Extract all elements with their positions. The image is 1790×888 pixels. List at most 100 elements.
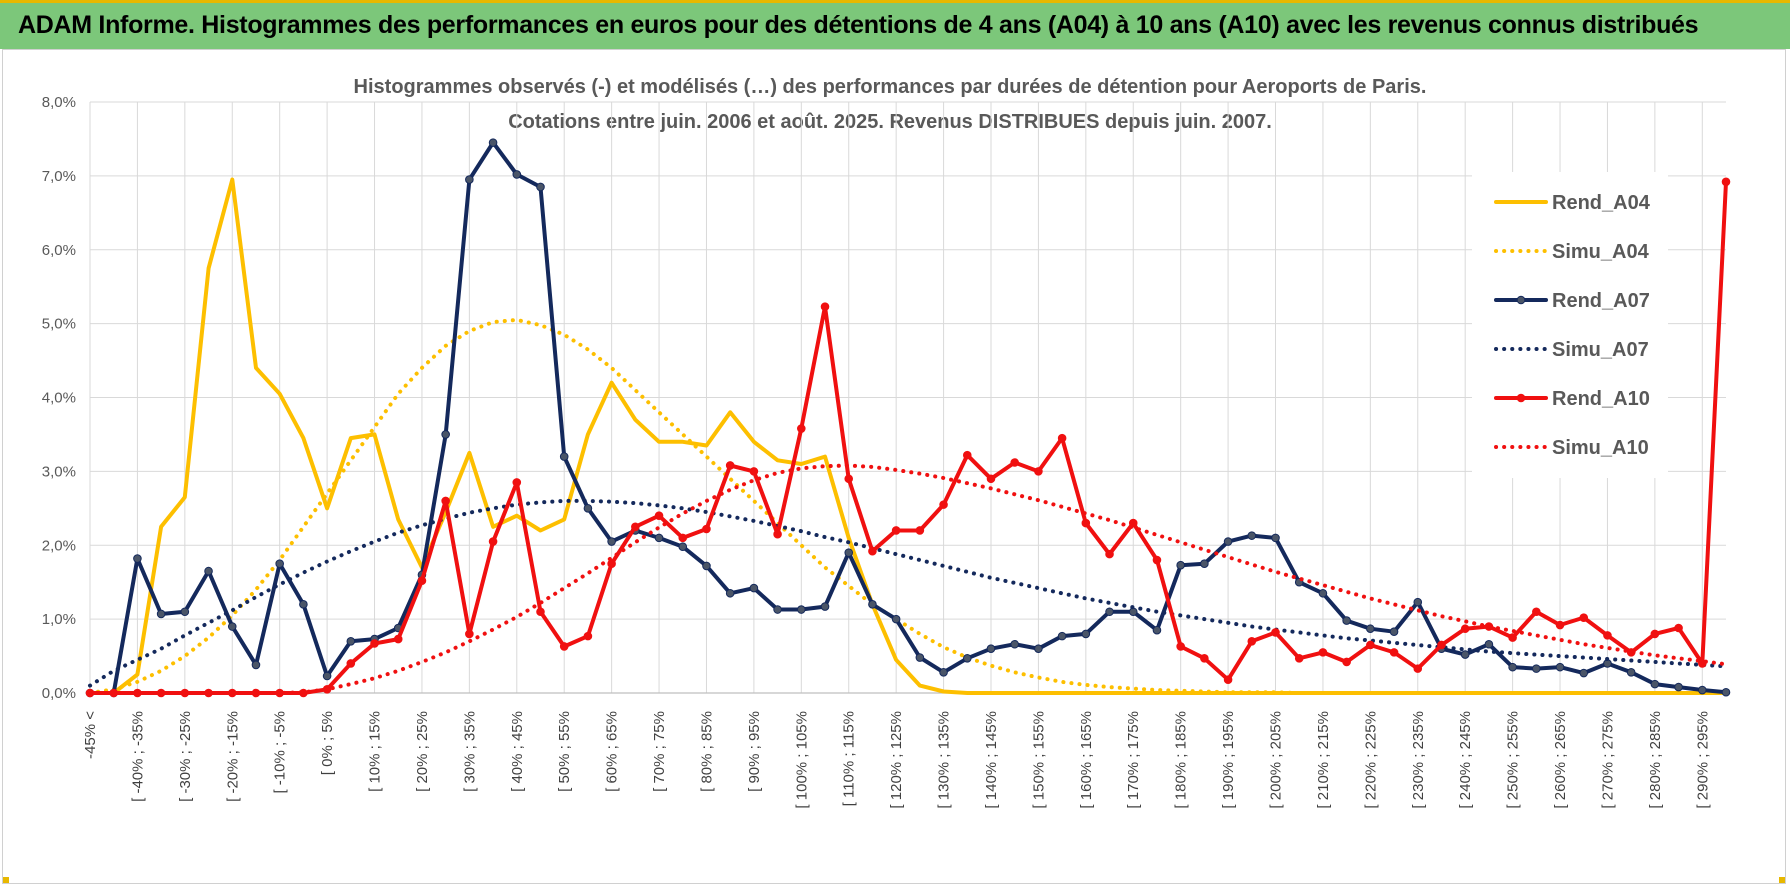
point-rend-a07 — [702, 561, 711, 571]
point-rend-a07 — [1318, 588, 1328, 598]
point-rend-a07 — [1176, 560, 1185, 570]
point-rend-a10 — [891, 526, 901, 535]
point-rend-a07 — [844, 548, 854, 557]
point-rend-a10 — [1176, 642, 1185, 651]
point-rend-a07 — [322, 671, 332, 681]
point-rend-a07 — [133, 554, 142, 563]
point-rend-a07 — [1532, 664, 1541, 673]
point-rend-a07 — [1057, 631, 1067, 641]
point-rend-a10 — [749, 467, 759, 476]
x-tick-label: [ 280% ; 285% — [1647, 711, 1664, 809]
legend-label: Rend_A10 — [1552, 388, 1650, 410]
point-rend-a10 — [1603, 631, 1612, 640]
point-rend-a10 — [962, 450, 972, 460]
series-line-rend-a07 — [88, 140, 1728, 695]
point-rend-a07 — [156, 609, 166, 619]
legend-marker — [1516, 393, 1526, 403]
point-rend-a07 — [512, 170, 522, 179]
point-rend-a10 — [1200, 653, 1209, 663]
corner-accent-right — [1779, 877, 1785, 883]
x-tick-label: [ 240% ; 245% — [1457, 711, 1474, 809]
chart-subtitle: Cotations entre juin. 2006 et août. 2025… — [508, 111, 1272, 133]
x-tick-label: [ -10% ; -5% — [272, 711, 289, 794]
point-rend-a07 — [1555, 662, 1565, 672]
point-rend-a10 — [370, 639, 379, 648]
x-tick-label: [ 90% ; 95% — [746, 711, 763, 792]
point-rend-a07 — [962, 653, 972, 663]
point-rend-a10 — [346, 659, 356, 668]
point-rend-a07 — [488, 138, 498, 147]
point-rend-a07 — [1674, 682, 1683, 692]
x-tick-label: [ 130% ; 135% — [936, 711, 953, 809]
point-rend-a07 — [678, 542, 688, 552]
x-tick-label: [ 160% ; 165% — [1078, 711, 1095, 809]
legend-label: Rend_A07 — [1552, 290, 1650, 312]
point-rend-a07 — [725, 588, 735, 598]
x-tick-label: [ 140% ; 145% — [983, 711, 1000, 809]
point-rend-a07 — [1626, 668, 1636, 677]
point-rend-a07 — [1200, 559, 1209, 569]
point-rend-a10 — [1460, 624, 1470, 634]
point-rend-a10 — [1721, 177, 1731, 187]
y-tick-label: 8,0% — [42, 94, 76, 111]
series-line-simu-a10 — [88, 463, 1728, 695]
point-rend-a07 — [251, 660, 261, 670]
x-axis: -45% < [ -40% ; -35% [ -30% ; -25% [ -20% ;… — [82, 711, 1711, 809]
legend-marker — [1516, 295, 1526, 305]
point-rend-a07 — [986, 644, 996, 653]
x-tick-label: [ 110% ; 115% — [841, 711, 858, 806]
x-tick-label: [ -20% ; -15% — [224, 711, 241, 802]
series-group — [85, 138, 1731, 698]
point-rend-a10 — [1081, 518, 1091, 528]
point-rend-a10 — [559, 642, 569, 651]
x-tick-label: [ 120% ; 125% — [888, 711, 905, 809]
legend-label: Simu_A04 — [1552, 241, 1650, 263]
y-tick-label: 5,0% — [42, 316, 76, 333]
x-tick-label: [ 210% ; 215% — [1315, 711, 1332, 809]
point-rend-a10 — [1034, 467, 1043, 476]
point-rend-a10 — [393, 634, 403, 644]
point-rend-a10 — [631, 522, 640, 532]
point-rend-a10 — [1508, 633, 1517, 642]
point-rend-a07 — [1128, 607, 1138, 617]
series-line-simu-a04 — [88, 317, 1728, 695]
point-rend-a10 — [915, 526, 925, 535]
point-rend-a07 — [1223, 537, 1233, 546]
x-tick-label: [ 170% ; 175% — [1125, 711, 1142, 809]
point-rend-a07 — [275, 559, 284, 569]
y-tick-label: 7,0% — [42, 168, 76, 185]
y-axis: 0,0% 1,0% 2,0% 3,0% 4,0% 5,0% 6,0% 7,0% 8,0% — [42, 94, 76, 702]
x-tick-label: [ 100% ; 105% — [793, 711, 810, 809]
x-tick-label: [ 30% ; 35% — [461, 711, 478, 792]
point-rend-a10 — [1650, 629, 1660, 639]
x-tick-label: [ 10% ; 15% — [367, 711, 384, 792]
point-rend-a07 — [1697, 685, 1707, 695]
x-tick-label: [ -40% ; -35% — [129, 711, 146, 802]
x-tick-label: [ 70% ; 75% — [651, 711, 668, 792]
point-rend-a10 — [1223, 675, 1233, 685]
point-rend-a07 — [868, 600, 877, 609]
y-tick-label: 0,0% — [42, 685, 76, 702]
chart-title: Histogrammes observés (-) et modélisés (… — [354, 76, 1427, 98]
point-rend-a07 — [441, 430, 450, 439]
y-tick-label: 1,0% — [42, 611, 76, 628]
point-rend-a10 — [1318, 648, 1328, 657]
point-rend-a10 — [1010, 458, 1019, 467]
x-tick-label: [ 200% ; 205% — [1268, 711, 1285, 809]
point-rend-a10 — [868, 546, 877, 556]
point-rend-a07 — [346, 636, 356, 646]
point-rend-a07 — [1650, 679, 1660, 689]
point-rend-a10 — [820, 302, 830, 311]
y-tick-label: 6,0% — [42, 242, 76, 259]
point-rend-a07 — [583, 504, 593, 513]
point-rend-a07 — [227, 622, 237, 631]
point-rend-a07 — [180, 607, 190, 617]
point-rend-a10 — [441, 496, 450, 506]
point-rend-a07 — [773, 605, 782, 614]
point-rend-a07 — [891, 614, 901, 624]
title-banner: ADAM Informe. Histogrammes des performan… — [0, 0, 1790, 49]
x-tick-label: [ 250% ; 255% — [1505, 711, 1522, 809]
x-tick-label: [ 290% ; 295% — [1694, 711, 1711, 809]
legend-label: Rend_A04 — [1552, 192, 1651, 214]
